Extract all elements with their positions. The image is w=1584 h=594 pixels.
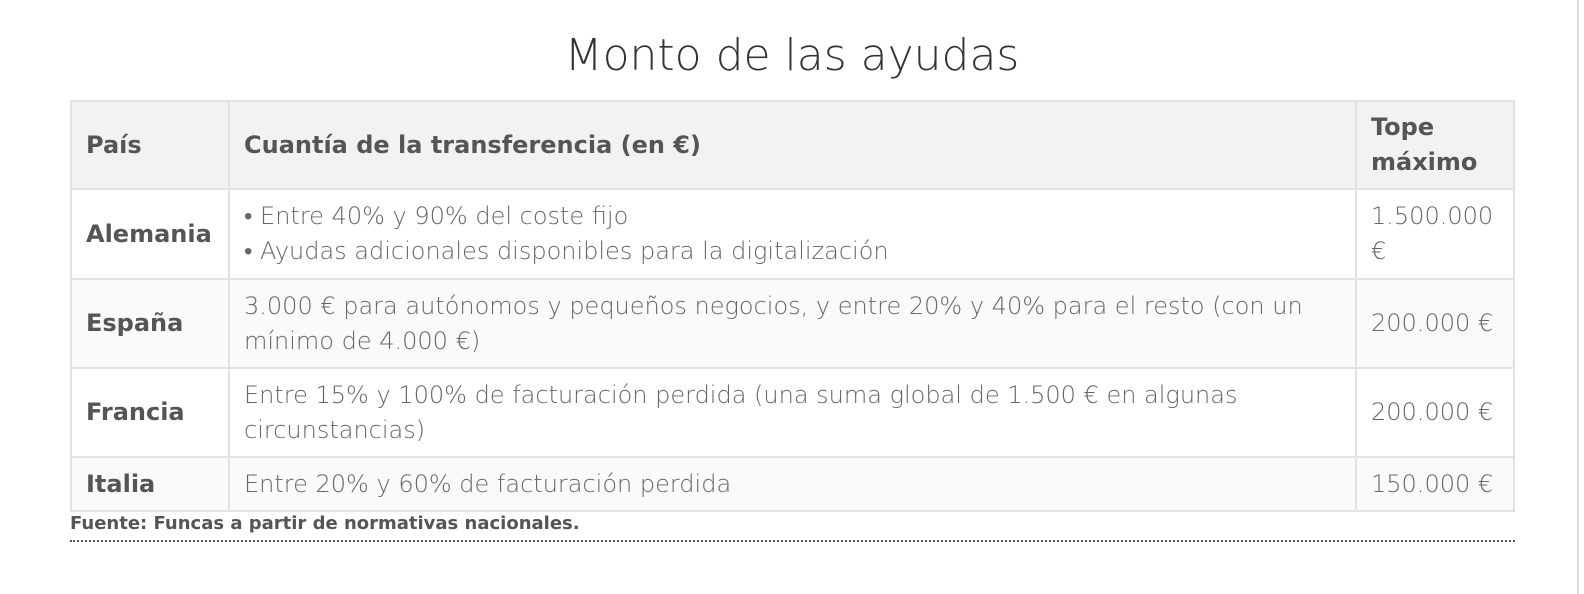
amount-cell: Entre 20% y 60% de facturación perdida	[228, 456, 1357, 512]
table-header: País Cuantía de la transferencia (en €) …	[70, 100, 1515, 190]
aid-table: País Cuantía de la transferencia (en €) …	[70, 100, 1515, 512]
cap-cell: 200.000 €	[1355, 278, 1515, 369]
table-row: Italia Entre 20% y 60% de facturación pe…	[70, 456, 1515, 512]
cap-cell: 200.000 €	[1355, 367, 1515, 458]
amount-cell: 3.000 € para autónomos y pequeños negoci…	[228, 278, 1357, 369]
country-cell: Alemania	[70, 188, 230, 280]
header-cap: Tope máximo	[1355, 100, 1515, 190]
country-cell: Italia	[70, 456, 230, 512]
amount-item: • Entre 40% y 90% del coste fijo	[244, 202, 629, 230]
cap-cell: 150.000 €	[1355, 456, 1515, 512]
page-title: Monto de las ayudas	[564, 30, 1020, 81]
amount-cell: • Entre 40% y 90% del coste fijo • Ayudas…	[228, 188, 1357, 280]
amount-cell: Entre 15% y 100% de facturación perdida …	[228, 367, 1357, 458]
source-note: Fuente: Funcas a partir de normativas na…	[70, 513, 1515, 542]
header-country: País	[70, 100, 230, 190]
country-cell: Francia	[70, 367, 230, 458]
header-amount: Cuantía de la transferencia (en €)	[228, 100, 1357, 190]
country-cell: España	[70, 278, 230, 369]
divider	[1577, 0, 1579, 594]
cap-cell: 1.500.000 €	[1355, 188, 1515, 280]
table-row: Francia Entre 15% y 100% de facturación …	[70, 367, 1515, 458]
amount-item: • Ayudas adicionales disponibles para la…	[244, 237, 889, 265]
table-row: España 3.000 € para autónomos y pequeños…	[70, 278, 1515, 369]
table-row: Alemania • Entre 40% y 90% del coste fij…	[70, 188, 1515, 280]
